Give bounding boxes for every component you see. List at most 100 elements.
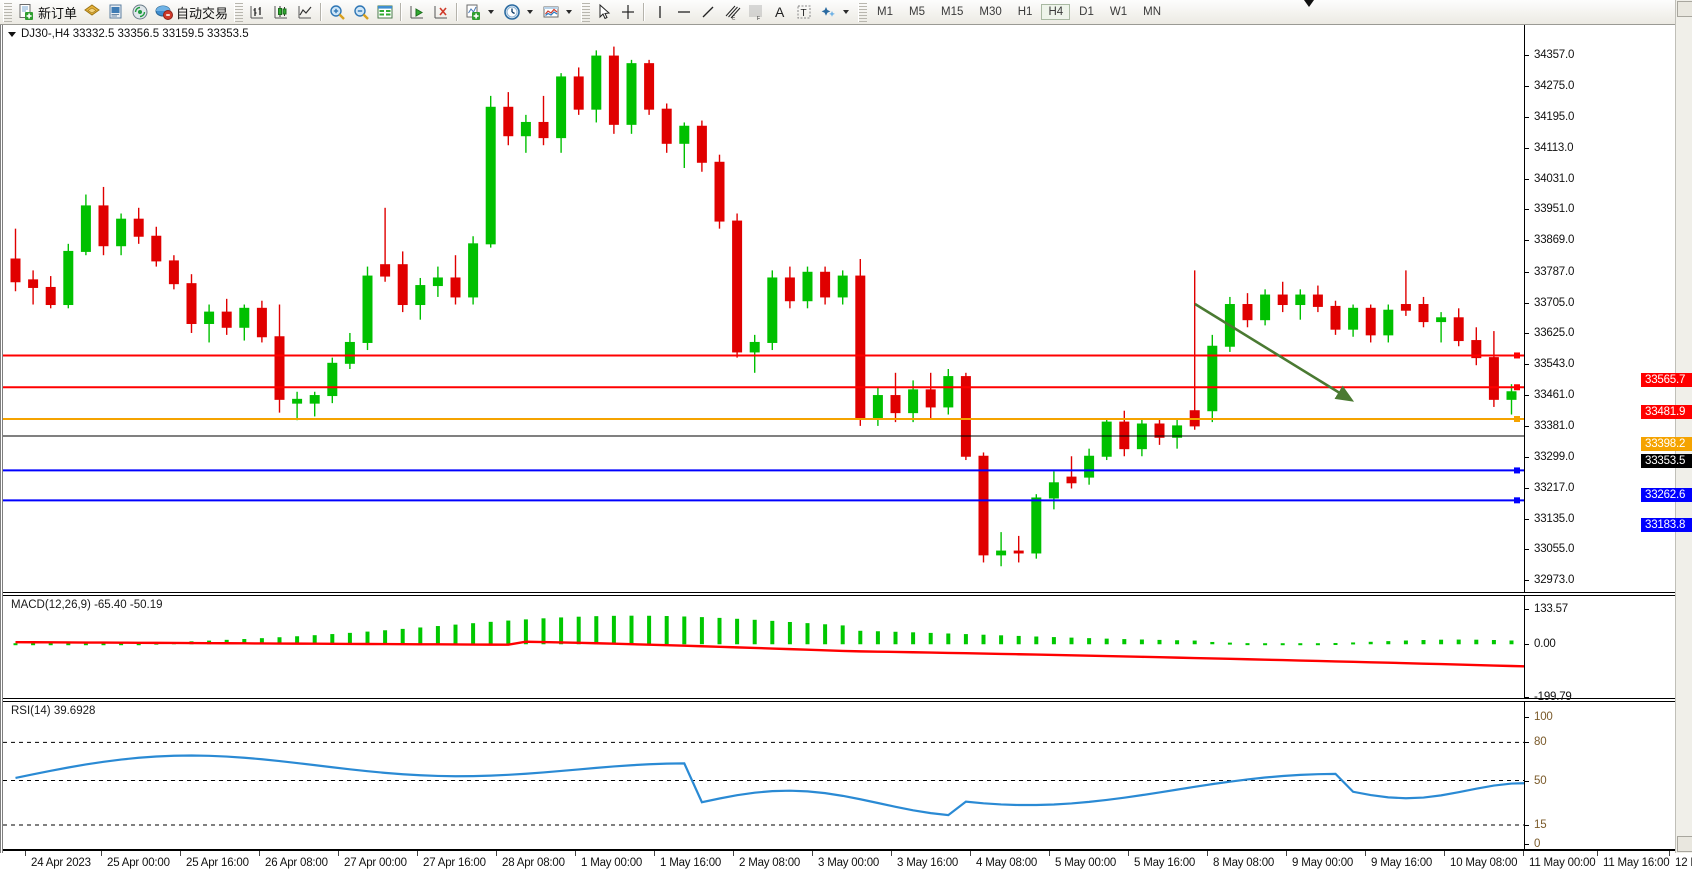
svg-text:E: E bbox=[732, 16, 736, 22]
time-axis-tick bbox=[1207, 851, 1208, 856]
auto-trading-button[interactable]: 自动交易 bbox=[152, 1, 231, 23]
time-axis-label: 1 May 00:00 bbox=[581, 857, 643, 869]
macd-plot[interactable] bbox=[3, 596, 1524, 698]
timeframe-d1[interactable]: D1 bbox=[1079, 6, 1094, 18]
time-axis-tick bbox=[575, 851, 576, 856]
text-label-button[interactable]: A bbox=[768, 1, 792, 23]
zoom-out-button[interactable] bbox=[349, 1, 373, 23]
price-axis-tick bbox=[1525, 116, 1529, 118]
zoom-in-button[interactable] bbox=[325, 1, 349, 23]
candlestick-chart-button[interactable] bbox=[269, 1, 293, 23]
equidistant-channel-icon: E bbox=[723, 3, 741, 21]
crosshair-button[interactable] bbox=[616, 1, 640, 23]
timeframe-m15[interactable]: M15 bbox=[941, 6, 964, 18]
chevron-down-icon[interactable] bbox=[488, 10, 495, 14]
macd-pane[interactable]: MACD(12,26,9) -65.40 -50.19 133.57 0.00 -1… bbox=[3, 595, 1692, 703]
timeframe-h4[interactable]: H4 bbox=[1041, 4, 1071, 20]
timeframe-m30[interactable]: M30 bbox=[979, 6, 1002, 18]
price-axis-tick bbox=[1525, 271, 1529, 273]
data-window-button[interactable] bbox=[373, 1, 397, 23]
price-axis[interactable]: 34357.0 34275.0 34195.0 34113.0 34031.0 33951… bbox=[1524, 25, 1692, 592]
timeframe-m1[interactable]: M1 bbox=[877, 6, 894, 18]
shift-end-button[interactable] bbox=[429, 1, 453, 23]
trendline-button[interactable] bbox=[696, 1, 720, 23]
price-axis-tick bbox=[1525, 425, 1529, 427]
period-button[interactable] bbox=[500, 1, 539, 23]
auto-trading-icon bbox=[155, 3, 174, 21]
cursor-button[interactable] bbox=[592, 1, 616, 23]
chevron-down-icon-3[interactable] bbox=[566, 10, 573, 14]
price-axis-label: 33461.0 bbox=[1534, 389, 1575, 402]
time-axis-tick bbox=[1128, 851, 1129, 856]
crosshair-icon bbox=[619, 3, 637, 21]
fibonacci-button[interactable]: F bbox=[744, 1, 768, 23]
price-axis-label: 34031.0 bbox=[1534, 172, 1575, 185]
rsi-axis[interactable]: 100 80 50 15 0 bbox=[1524, 702, 1692, 850]
metaeditor-button[interactable] bbox=[104, 1, 128, 23]
macd-axis[interactable]: 133.57 0.00 -199.79 bbox=[1524, 596, 1692, 703]
rsi-axis-label: 50 bbox=[1534, 774, 1547, 787]
horizontal-line-button[interactable] bbox=[672, 1, 696, 23]
toolbar-grip[interactable] bbox=[3, 2, 12, 22]
chart-area[interactable]: DJ30-,H4 33332.5 33356.5 33159.5 33353.5… bbox=[0, 25, 1692, 878]
downtrend-arrow-annotation[interactable] bbox=[3, 25, 1524, 592]
time-axis-label: 8 May 08:00 bbox=[1213, 857, 1275, 869]
new-order-button[interactable]: 新订单 bbox=[14, 1, 80, 23]
chevron-down-icon-4[interactable] bbox=[843, 10, 850, 14]
time-axis-label: 9 May 16:00 bbox=[1371, 857, 1433, 869]
time-axis[interactable]: 24 Apr 2023 25 Apr 00:00 25 Apr 16:00 26 Ap… bbox=[3, 850, 1692, 878]
time-axis-label: 25 Apr 00:00 bbox=[107, 857, 170, 869]
vertical-scroll-strip[interactable] bbox=[1675, 0, 1692, 853]
price-plot[interactable] bbox=[3, 25, 1524, 592]
time-axis-label: 11 May 00:00 bbox=[1529, 857, 1596, 869]
price-axis-tick bbox=[1525, 178, 1529, 180]
shift-start-button[interactable] bbox=[405, 1, 429, 23]
scroll-up-button[interactable] bbox=[1677, 1, 1692, 17]
price-axis-label: 34113.0 bbox=[1534, 141, 1574, 154]
charts-toolbar-grip[interactable] bbox=[234, 2, 244, 22]
rsi-series bbox=[3, 741, 1524, 826]
rsi-axis-label: 80 bbox=[1534, 736, 1547, 749]
timeframe-m5[interactable]: M5 bbox=[909, 6, 925, 18]
bar-chart-button[interactable] bbox=[245, 1, 269, 23]
price-level-lines[interactable] bbox=[3, 25, 1524, 592]
line-studies-grip[interactable] bbox=[581, 2, 591, 22]
objects-icon bbox=[819, 3, 837, 21]
chevron-down-icon-2[interactable] bbox=[527, 10, 534, 14]
auto-trading-label: 自动交易 bbox=[176, 5, 229, 21]
timeframe-h1[interactable]: H1 bbox=[1017, 6, 1033, 18]
rsi-axis-label: 0 bbox=[1534, 838, 1541, 850]
price-axis-tick bbox=[1525, 86, 1529, 88]
time-axis-label: 5 May 16:00 bbox=[1134, 857, 1196, 869]
objects-button[interactable] bbox=[816, 1, 855, 23]
timeframe-w1[interactable]: W1 bbox=[1109, 6, 1128, 18]
templates-button[interactable] bbox=[539, 1, 578, 23]
add-indicator-button[interactable] bbox=[461, 1, 500, 23]
text-box-button[interactable]: T bbox=[792, 1, 816, 23]
equidistant-channel-button[interactable]: E bbox=[720, 1, 744, 23]
expert-advisor-button[interactable] bbox=[80, 1, 104, 23]
rsi-pane[interactable]: RSI(14) 39.6928 100 80 50 15 0 bbox=[3, 701, 1692, 850]
price-pane[interactable]: DJ30-,H4 33332.5 33356.5 33159.5 33353.5… bbox=[3, 25, 1692, 593]
time-axis-tick bbox=[338, 851, 339, 856]
time-axis-label: 27 Apr 16:00 bbox=[423, 857, 486, 869]
time-axis-label: 3 May 00:00 bbox=[818, 857, 880, 869]
scroll-down-button[interactable] bbox=[1677, 836, 1692, 852]
price-axis-tick bbox=[1525, 395, 1529, 397]
price-axis-label: 33869.0 bbox=[1534, 234, 1575, 247]
rsi-axis-tick bbox=[1525, 780, 1529, 782]
timeframe-mn[interactable]: MN bbox=[1143, 6, 1161, 18]
price-axis-label: 33217.0 bbox=[1534, 481, 1575, 494]
timeframes-grip[interactable] bbox=[858, 2, 868, 22]
symbol-dropdown-arrow[interactable] bbox=[8, 32, 16, 37]
line-chart-button[interactable] bbox=[293, 1, 317, 23]
vertical-line-button[interactable] bbox=[648, 1, 672, 23]
time-axis-tick bbox=[180, 851, 181, 856]
svg-text:F: F bbox=[757, 16, 760, 21]
time-axis-tick bbox=[417, 851, 418, 856]
time-axis-tick bbox=[1286, 851, 1287, 856]
rsi-plot[interactable] bbox=[3, 702, 1524, 849]
time-axis-label: 12 May 08:00 bbox=[1675, 857, 1692, 869]
signals-button[interactable] bbox=[128, 1, 152, 23]
price-axis-tick bbox=[1525, 209, 1529, 211]
